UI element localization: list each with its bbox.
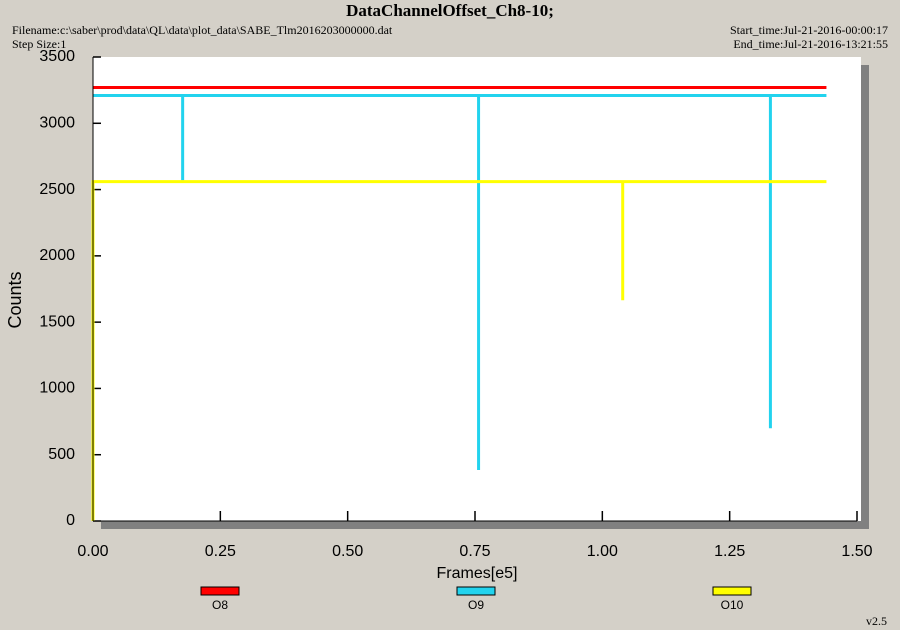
legend-swatch (712, 586, 752, 596)
legend-label: O10 (721, 598, 744, 612)
version: v2.5 (866, 614, 887, 628)
y-tick-label: 500 (48, 446, 75, 463)
legend-label: O8 (212, 598, 228, 612)
y-tick-label: 2500 (39, 181, 75, 198)
y-axis-label: Counts (5, 271, 25, 328)
end-time: End_time:Jul-21-2016-13:21:55 (733, 37, 888, 51)
x-tick-label: 1.00 (587, 543, 618, 560)
y-tick-label: 3000 (39, 115, 75, 132)
plot-area (93, 57, 861, 521)
y-tick-label: 1000 (39, 380, 75, 397)
x-tick-label: 0.50 (332, 543, 363, 560)
legend-label: O9 (468, 598, 484, 612)
y-tick-label: 2000 (39, 247, 75, 264)
series-line (93, 93, 827, 470)
chart-title: DataChannelOffset_Ch8-10; (346, 1, 554, 20)
x-tick-label: 0.75 (459, 543, 490, 560)
x-tick-label: 1.25 (714, 543, 745, 560)
start-time: Start_time:Jul-21-2016-00:00:17 (730, 23, 888, 37)
y-tick-label: 3500 (39, 48, 75, 65)
legend-swatch (200, 586, 240, 596)
x-tick-label: 0.00 (77, 543, 108, 560)
x-tick-label: 1.50 (841, 543, 872, 560)
y-tick-label: 0 (66, 512, 75, 529)
x-tick-label: 0.25 (205, 543, 236, 560)
x-axis-label: Frames[e5] (437, 565, 518, 582)
y-tick-label: 1500 (39, 313, 75, 330)
legend-swatch (456, 586, 496, 596)
step-size: Step Size:1 (12, 37, 66, 51)
filename: Filename:c:\saber\prod\data\QL\data\plot… (12, 23, 393, 37)
